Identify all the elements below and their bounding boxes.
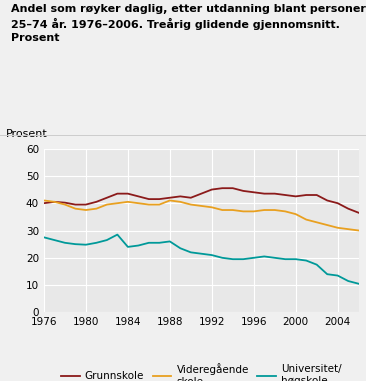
Grunnskole	[52, 200, 57, 204]
Universitet/
høgskole	[262, 254, 266, 259]
Universitet/
høgskole	[168, 239, 172, 244]
Universitet/
høgskole	[42, 235, 46, 240]
Grunnskole	[283, 193, 287, 197]
Grunnskole	[325, 198, 329, 203]
Videregående
skole	[63, 202, 67, 207]
Legend: Grunnskole, Videregående
skole, Universitet/
høgskole: Grunnskole, Videregående skole, Universi…	[61, 363, 342, 381]
Universitet/
høgskole	[188, 250, 193, 255]
Universitet/
høgskole	[199, 251, 203, 256]
Grunnskole	[220, 186, 224, 190]
Videregående
skole	[251, 209, 256, 214]
Universitet/
høgskole	[210, 253, 214, 258]
Grunnskole	[147, 197, 151, 202]
Videregående
skole	[84, 208, 88, 212]
Universitet/
høgskole	[52, 238, 57, 242]
Videregående
skole	[314, 220, 319, 225]
Grunnskole	[84, 202, 88, 207]
Text: Andel som røyker daglig, etter utdanning blant personer
25–74 år. 1976–2006. Tre: Andel som røyker daglig, etter utdanning…	[11, 4, 366, 43]
Universitet/
høgskole	[73, 242, 78, 247]
Grunnskole	[94, 200, 98, 204]
Grunnskole	[136, 194, 141, 199]
Videregående
skole	[199, 203, 203, 208]
Grunnskole	[314, 193, 319, 197]
Videregående
skole	[136, 201, 141, 205]
Line: Grunnskole: Grunnskole	[44, 188, 359, 213]
Universitet/
høgskole	[356, 282, 361, 286]
Grunnskole	[336, 201, 340, 205]
Universitet/
høgskole	[336, 273, 340, 278]
Grunnskole	[356, 210, 361, 215]
Universitet/
høgskole	[63, 240, 67, 245]
Universitet/
høgskole	[94, 240, 98, 245]
Universitet/
høgskole	[115, 232, 120, 237]
Videregående
skole	[188, 202, 193, 207]
Grunnskole	[231, 186, 235, 190]
Grunnskole	[126, 191, 130, 196]
Videregående
skole	[168, 198, 172, 203]
Universitet/
høgskole	[220, 256, 224, 260]
Grunnskole	[262, 191, 266, 196]
Grunnskole	[241, 189, 246, 193]
Universitet/
høgskole	[325, 272, 329, 277]
Universitet/
høgskole	[241, 257, 246, 261]
Universitet/
høgskole	[273, 256, 277, 260]
Text: Prosent: Prosent	[6, 129, 48, 139]
Universitet/
høgskole	[84, 242, 88, 247]
Line: Universitet/
høgskole: Universitet/ høgskole	[44, 235, 359, 284]
Videregående
skole	[115, 201, 120, 205]
Videregående
skole	[356, 228, 361, 233]
Videregående
skole	[346, 227, 350, 231]
Grunnskole	[168, 195, 172, 200]
Videregående
skole	[273, 208, 277, 212]
Videregående
skole	[94, 207, 98, 211]
Universitet/
høgskole	[251, 256, 256, 260]
Videregående
skole	[241, 209, 246, 214]
Universitet/
høgskole	[346, 279, 350, 283]
Grunnskole	[294, 194, 298, 199]
Universitet/
høgskole	[126, 245, 130, 249]
Grunnskole	[42, 201, 46, 205]
Universitet/
høgskole	[283, 257, 287, 261]
Videregående
skole	[52, 200, 57, 204]
Grunnskole	[346, 207, 350, 211]
Videregående
skole	[126, 200, 130, 204]
Videregående
skole	[325, 223, 329, 227]
Universitet/
høgskole	[294, 257, 298, 261]
Videregående
skole	[262, 208, 266, 212]
Videregående
skole	[178, 200, 183, 204]
Grunnskole	[188, 195, 193, 200]
Universitet/
høgskole	[304, 258, 309, 263]
Grunnskole	[304, 193, 309, 197]
Universitet/
høgskole	[178, 246, 183, 251]
Universitet/
høgskole	[105, 238, 109, 242]
Videregående
skole	[294, 212, 298, 216]
Videregående
skole	[220, 208, 224, 212]
Videregående
skole	[147, 202, 151, 207]
Videregående
skole	[42, 198, 46, 203]
Grunnskole	[157, 197, 161, 202]
Videregående
skole	[304, 217, 309, 222]
Videregående
skole	[283, 209, 287, 214]
Grunnskole	[251, 190, 256, 195]
Grunnskole	[273, 191, 277, 196]
Videregående
skole	[231, 208, 235, 212]
Grunnskole	[115, 191, 120, 196]
Grunnskole	[63, 200, 67, 205]
Videregående
skole	[157, 202, 161, 207]
Grunnskole	[210, 187, 214, 192]
Grunnskole	[178, 194, 183, 199]
Videregående
skole	[210, 205, 214, 210]
Videregående
skole	[73, 207, 78, 211]
Grunnskole	[199, 191, 203, 196]
Videregående
skole	[336, 226, 340, 230]
Grunnskole	[73, 202, 78, 207]
Grunnskole	[105, 195, 109, 200]
Universitet/
høgskole	[147, 240, 151, 245]
Videregående
skole	[105, 202, 109, 207]
Line: Videregående
skole: Videregående skole	[44, 200, 359, 231]
Universitet/
høgskole	[157, 240, 161, 245]
Universitet/
høgskole	[136, 243, 141, 248]
Universitet/
høgskole	[314, 263, 319, 267]
Universitet/
høgskole	[231, 257, 235, 261]
